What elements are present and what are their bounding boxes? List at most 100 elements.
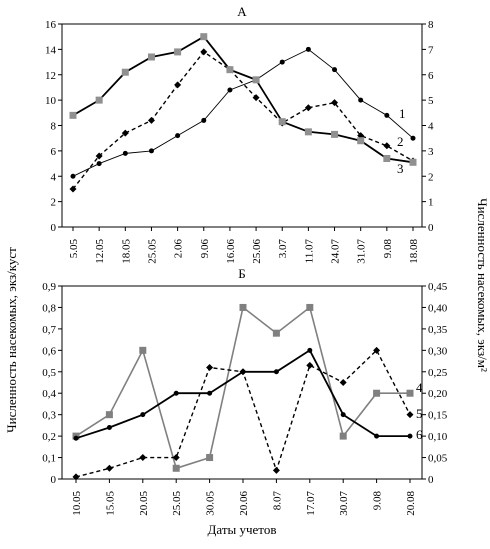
x-tick-label: 25.06 <box>251 239 263 264</box>
y-tick-label-right: 0,40 <box>428 302 448 314</box>
y-tick-label-left: 10 <box>45 95 57 107</box>
series-point-5 <box>105 464 113 472</box>
series-point-4 <box>272 329 280 337</box>
series-point-2 <box>95 152 103 160</box>
series-point-1 <box>410 135 416 141</box>
x-tick-label: 20.06 <box>238 491 250 516</box>
series-point-1 <box>96 161 102 167</box>
y-tick-label-left: 0 <box>51 474 57 486</box>
y-tick-label-right: 0,10 <box>428 431 448 443</box>
x-tick-label: 12.05 <box>94 239 106 264</box>
series-label-5: 5 <box>416 406 423 421</box>
x-tick-label: 9.08 <box>382 239 394 259</box>
y-tick-label-right: 0,45 <box>428 281 448 293</box>
y-tick-label-left: 16 <box>45 19 57 31</box>
y-tick-label-left: 0,4 <box>42 388 56 400</box>
y-tick-label-left: 0,8 <box>42 302 56 314</box>
series-point-3 <box>409 158 417 166</box>
y-tick-label-left: 12 <box>45 70 56 82</box>
x-tick-label: 31.07 <box>356 239 368 264</box>
y-tick-label-right: 2 <box>428 171 434 183</box>
series-point-4 <box>406 389 414 397</box>
y-tick-label-left: 8 <box>51 121 57 133</box>
series-line-3 <box>72 35 414 164</box>
series-point-3 <box>121 68 129 76</box>
y-tick-label-left: 0,9 <box>42 281 56 293</box>
series-point-1 <box>175 133 181 139</box>
series-point-3 <box>383 154 391 162</box>
x-tick-label: 25.05 <box>171 491 183 516</box>
series-point-5 <box>272 466 280 474</box>
y-tick-label-left: 0,6 <box>42 345 56 357</box>
series-point-3 <box>174 48 182 56</box>
series-point-5 <box>406 411 414 419</box>
x-tick-label: 2.06 <box>173 239 185 259</box>
y-tick-label-left: 6 <box>51 146 57 158</box>
x-tick-label: 8.07 <box>271 491 283 511</box>
series-point-1 <box>122 150 128 156</box>
series-line-6 <box>75 349 410 440</box>
series-point-4 <box>105 411 113 419</box>
x-tick-label: 15.05 <box>104 491 116 516</box>
x-tick-label: 17.07 <box>305 491 317 516</box>
series-point-1 <box>384 112 390 118</box>
plot-frame <box>61 23 423 228</box>
series-point-1 <box>358 97 364 103</box>
y-tick-label-right: 4 <box>428 121 434 133</box>
series-point-5 <box>139 454 147 462</box>
series-point-5 <box>339 379 347 386</box>
series-point-5 <box>72 473 80 481</box>
series-point-4 <box>239 303 247 311</box>
series-point-2 <box>331 99 339 107</box>
x-tick-label: 20.05 <box>138 491 150 516</box>
series-point-6 <box>240 369 246 375</box>
y-tick-label-left: 0,7 <box>42 324 56 336</box>
series-point-6 <box>106 425 112 431</box>
x-tick-label: 18.08 <box>408 239 420 264</box>
x-tick-label: 20.08 <box>405 491 417 516</box>
panel-title: А <box>237 4 247 19</box>
series-label-6: 6 <box>416 427 423 442</box>
y-tick-label-left: 0,1 <box>42 453 56 465</box>
y-tick-label-right: 0,05 <box>428 453 448 465</box>
series-point-2 <box>200 48 208 56</box>
series-point-4 <box>139 346 147 354</box>
x-tick-label: 30.05 <box>205 491 217 516</box>
series-point-1 <box>70 173 76 179</box>
x-tick-label: 9.08 <box>372 491 384 511</box>
series-point-4 <box>339 432 347 440</box>
x-tick-label: 11.07 <box>303 239 315 264</box>
y-tick-label-left: 0,2 <box>42 431 56 443</box>
y-tick-label-right: 1 <box>428 197 434 209</box>
series-point-3 <box>252 76 260 84</box>
series-point-6 <box>173 390 179 396</box>
y-tick-label-left: 14 <box>45 44 57 56</box>
x-tick-label: 3.07 <box>277 239 289 259</box>
y-tick-label-right: 8 <box>428 19 434 31</box>
y-tick-label-right: 0,35 <box>428 324 448 336</box>
series-point-3 <box>331 130 339 138</box>
y-axis-label-right: Численность насекомых, экз/м² <box>475 198 490 372</box>
y-tick-label-right: 5 <box>428 95 434 107</box>
series-point-2 <box>69 185 77 193</box>
series-point-5 <box>172 454 180 462</box>
x-tick-label: 30.07 <box>338 491 350 516</box>
series-point-3 <box>147 53 155 61</box>
y-tick-label-right: 0 <box>428 474 434 486</box>
series-point-3 <box>226 66 234 74</box>
x-tick-label: 18.05 <box>120 239 132 264</box>
x-tick-label: 24.07 <box>330 239 342 264</box>
series-label-1: 1 <box>399 106 406 121</box>
y-tick-label-right: 6 <box>428 70 434 82</box>
series-point-3 <box>278 118 286 126</box>
series-point-3 <box>95 96 103 104</box>
series-point-2 <box>252 94 260 102</box>
x-tick-label: 10.05 <box>71 491 83 516</box>
series-point-4 <box>206 454 214 462</box>
series-point-6 <box>207 390 213 396</box>
y-tick-label-left: 0,3 <box>42 410 56 422</box>
series-point-1 <box>201 117 207 123</box>
series-point-3 <box>200 33 208 41</box>
series-point-6 <box>374 433 380 439</box>
